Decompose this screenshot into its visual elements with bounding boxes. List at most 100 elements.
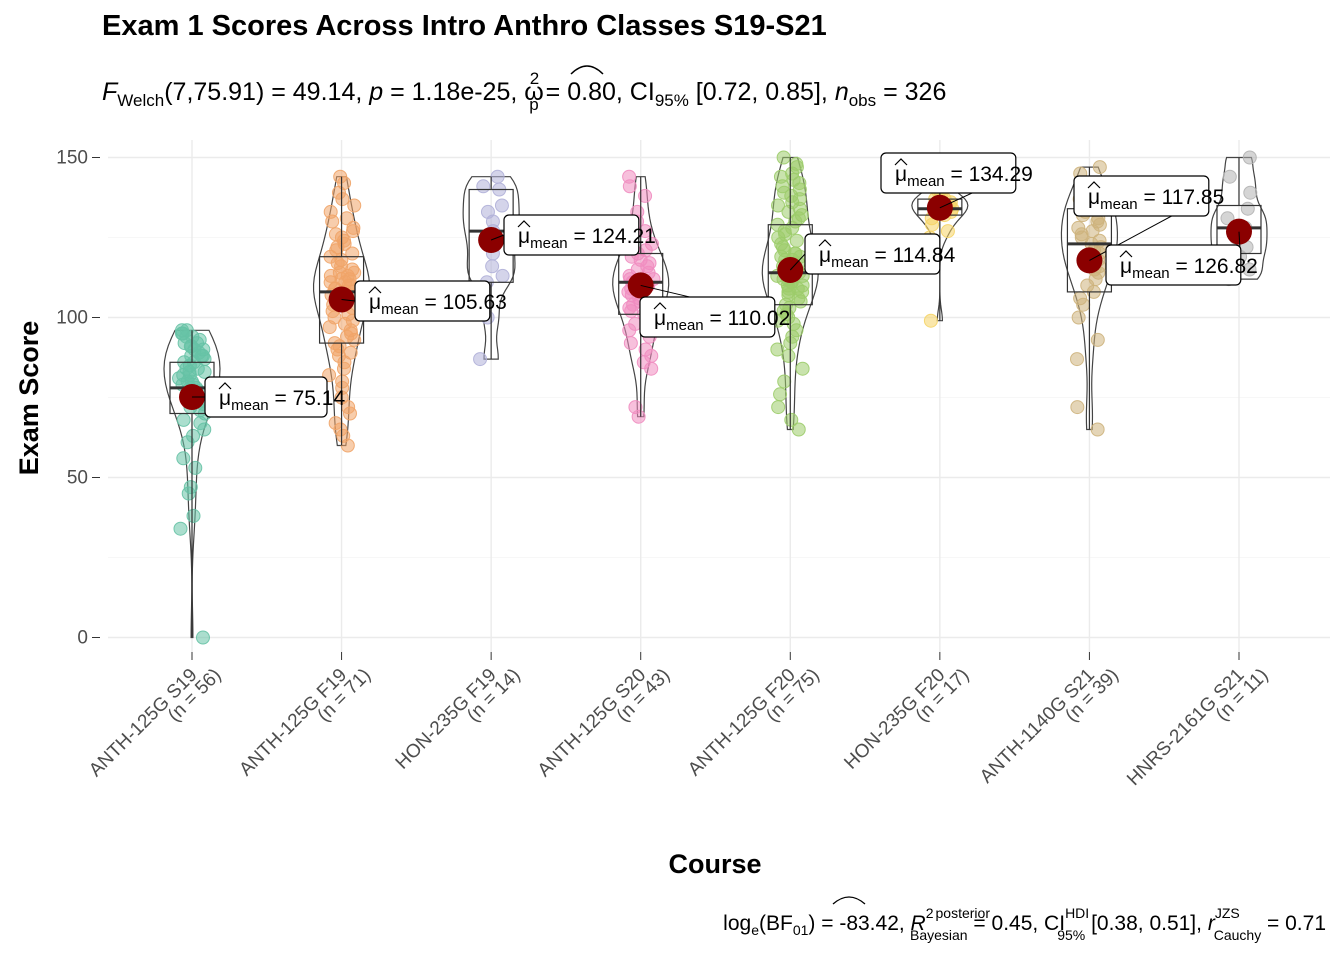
data-point bbox=[186, 428, 201, 443]
x-tick-label: ANTH-1140G S21 bbox=[976, 665, 1099, 788]
x-axis-ticks: ANTH-125G S19(n = 56) ANTH-125G F19(n = 7… bbox=[85, 652, 1273, 790]
data-point bbox=[773, 387, 788, 402]
data-point bbox=[343, 345, 358, 360]
data-point bbox=[771, 400, 786, 415]
data-point bbox=[195, 630, 210, 645]
mean-labels: μmean = 75.14 μmean = 105.63 μmean = 124.2… bbox=[191, 152, 1258, 418]
mean-label-box bbox=[354, 280, 491, 322]
data-point bbox=[1243, 185, 1258, 200]
y-tick-label: 100 bbox=[56, 308, 88, 329]
data-point bbox=[476, 179, 491, 194]
mean-label-hat bbox=[1119, 250, 1133, 258]
mean-label-3: μmean = 124.21 bbox=[490, 214, 656, 256]
mean-label-8: μmean = 126.82 bbox=[1105, 231, 1258, 286]
data-point bbox=[789, 156, 804, 171]
data-point bbox=[188, 460, 203, 475]
y-tick-label: 0 bbox=[77, 628, 88, 649]
chart-caption: loge(BF01) = -83.42, R2 posterior Bayesian… bbox=[723, 905, 1326, 943]
mean-label-text: μmean = 105.63 bbox=[369, 291, 507, 318]
data-point bbox=[494, 198, 509, 213]
data-point bbox=[622, 169, 637, 184]
y-axis-ticks: 0 50 100 150 bbox=[56, 148, 100, 649]
data-point bbox=[771, 198, 786, 213]
data-point bbox=[333, 169, 348, 184]
y-tick-label: 150 bbox=[56, 148, 88, 169]
data-point bbox=[1220, 211, 1235, 226]
data-point bbox=[183, 480, 198, 495]
mean-label-box bbox=[1105, 244, 1242, 286]
data-point bbox=[473, 352, 488, 367]
data-point bbox=[184, 339, 199, 354]
data-point bbox=[628, 400, 643, 415]
chart-subtitle: FWelch(7,75.91) = 49.14, p = 1.18e-25, ω… bbox=[102, 69, 946, 114]
mean-label-text: μmean = 114.84 bbox=[819, 244, 956, 271]
data-point bbox=[789, 233, 804, 248]
data-point bbox=[480, 204, 495, 219]
y-tick-label: 50 bbox=[67, 468, 88, 489]
violin-8 bbox=[1210, 156, 1268, 280]
mean-label-2: μmean = 105.63 bbox=[341, 280, 507, 322]
mean-label-hat bbox=[368, 286, 382, 294]
data-point bbox=[347, 198, 362, 213]
mean-label-box bbox=[1073, 175, 1210, 217]
data-point bbox=[1090, 332, 1105, 347]
data-point bbox=[638, 188, 653, 203]
data-point bbox=[1070, 352, 1085, 367]
data-point bbox=[1242, 150, 1257, 165]
mean-label-1: μmean = 75.14 bbox=[191, 376, 345, 418]
mean-label-text: μmean = 124.21 bbox=[518, 225, 656, 252]
mean-label-text: μmean = 75.14 bbox=[219, 387, 345, 414]
mean-label-leader bbox=[490, 234, 505, 241]
data-point bbox=[1222, 169, 1237, 184]
x-axis-title: Course bbox=[668, 849, 761, 879]
data-point bbox=[1070, 400, 1085, 415]
mean-label-4: μmean = 110.02 bbox=[639, 284, 790, 338]
data-point bbox=[339, 211, 354, 226]
data-point bbox=[1073, 291, 1088, 306]
mean-label-hat bbox=[818, 239, 832, 247]
data-point bbox=[173, 521, 188, 536]
data-point bbox=[777, 374, 792, 389]
data-point bbox=[1240, 201, 1255, 216]
data-point bbox=[182, 364, 197, 379]
data-point bbox=[923, 313, 938, 328]
data-point bbox=[186, 508, 201, 523]
mean-label-leader bbox=[789, 253, 806, 271]
mean-label-leader bbox=[341, 298, 356, 302]
mean-label-hat bbox=[653, 302, 667, 310]
y-axis-title: Exam Score bbox=[14, 321, 44, 476]
data-point bbox=[1092, 160, 1107, 175]
mean-label-5: μmean = 114.84 bbox=[789, 233, 956, 275]
data-point bbox=[770, 342, 785, 357]
data-point bbox=[328, 416, 343, 431]
data-point bbox=[176, 412, 191, 427]
data-point bbox=[490, 169, 505, 184]
data-point bbox=[485, 259, 500, 274]
data-point bbox=[623, 336, 638, 351]
data-point bbox=[1090, 422, 1105, 437]
x-tick-label: ANTH-125G S20 bbox=[534, 665, 650, 781]
data-point bbox=[1242, 262, 1257, 277]
x-tick-label: ANTH-125G F20 bbox=[684, 665, 800, 781]
mean-label-text: μmean = 134.29 bbox=[895, 163, 1033, 190]
data-point bbox=[940, 224, 955, 239]
mean-label-box bbox=[204, 376, 328, 418]
mean-label-7: μmean = 117.85 bbox=[1073, 175, 1224, 261]
x-tick-label: ANTH-125G S19 bbox=[85, 665, 201, 781]
data-point bbox=[194, 348, 209, 363]
data-point bbox=[791, 422, 806, 437]
mean-label-box bbox=[804, 233, 941, 275]
data-point bbox=[346, 220, 361, 235]
x-tick-label: HNRS-2161G S21 bbox=[1123, 665, 1248, 790]
data-point bbox=[328, 227, 343, 242]
mean-label-box bbox=[880, 152, 1017, 194]
data-point bbox=[176, 451, 191, 466]
mean-label-text: μmean = 126.82 bbox=[1120, 255, 1258, 282]
chart-title: Exam 1 Scores Across Intro Anthro Classe… bbox=[102, 10, 827, 42]
data-point bbox=[1071, 310, 1086, 325]
mean-label-6: μmean = 134.29 bbox=[880, 152, 1033, 209]
mean-label-text: μmean = 110.02 bbox=[654, 307, 790, 334]
data-point bbox=[776, 150, 791, 165]
data-point bbox=[495, 268, 510, 283]
